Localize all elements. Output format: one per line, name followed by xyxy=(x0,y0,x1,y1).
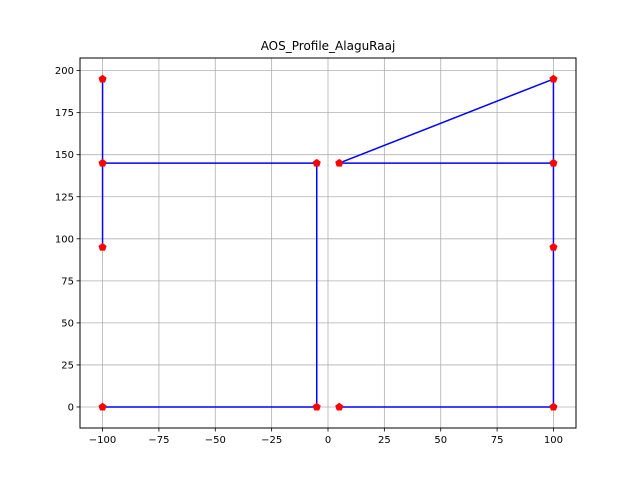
data-point xyxy=(98,158,107,167)
data-point xyxy=(549,402,558,411)
data-point xyxy=(98,242,107,251)
series-line-1 xyxy=(101,78,318,408)
y-tick-label: 0 xyxy=(68,402,74,413)
markers xyxy=(98,74,558,411)
data-point xyxy=(312,402,321,411)
chart-title: AOS_Profile_AlaguRaaj xyxy=(261,39,396,53)
y-tick-label: 75 xyxy=(61,276,74,287)
y-tick-label: 175 xyxy=(55,108,74,119)
series-line-2 xyxy=(338,78,555,408)
y-tick-label: 125 xyxy=(55,192,74,203)
data-point xyxy=(98,402,107,411)
x-tick-label: 25 xyxy=(378,435,391,446)
grid xyxy=(80,58,576,428)
y-tick-label: 25 xyxy=(61,360,74,371)
x-tick-label: 100 xyxy=(544,435,563,446)
y-axis: 0 25 50 75 100 125 150 175 200 xyxy=(55,66,80,413)
x-tick-label: −50 xyxy=(205,435,226,446)
x-tick-label: 50 xyxy=(434,435,447,446)
y-tick-label: 150 xyxy=(55,150,74,161)
y-tick-label: 200 xyxy=(55,66,74,77)
data-point xyxy=(549,74,558,83)
series-lines xyxy=(101,78,555,408)
x-tick-label: −75 xyxy=(148,435,169,446)
data-point xyxy=(335,158,344,167)
data-point xyxy=(98,74,107,83)
data-point xyxy=(335,402,344,411)
data-point xyxy=(312,158,321,167)
x-tick-label: 75 xyxy=(491,435,504,446)
data-point xyxy=(549,158,558,167)
y-tick-label: 50 xyxy=(61,318,74,329)
x-tick-label: 0 xyxy=(325,435,331,446)
x-tick-label: −100 xyxy=(89,435,116,446)
x-axis: −100 −75 −50 −25 0 25 50 75 100 xyxy=(89,428,563,446)
x-tick-label: −25 xyxy=(261,435,282,446)
data-point xyxy=(549,242,558,251)
y-tick-label: 100 xyxy=(55,234,74,245)
